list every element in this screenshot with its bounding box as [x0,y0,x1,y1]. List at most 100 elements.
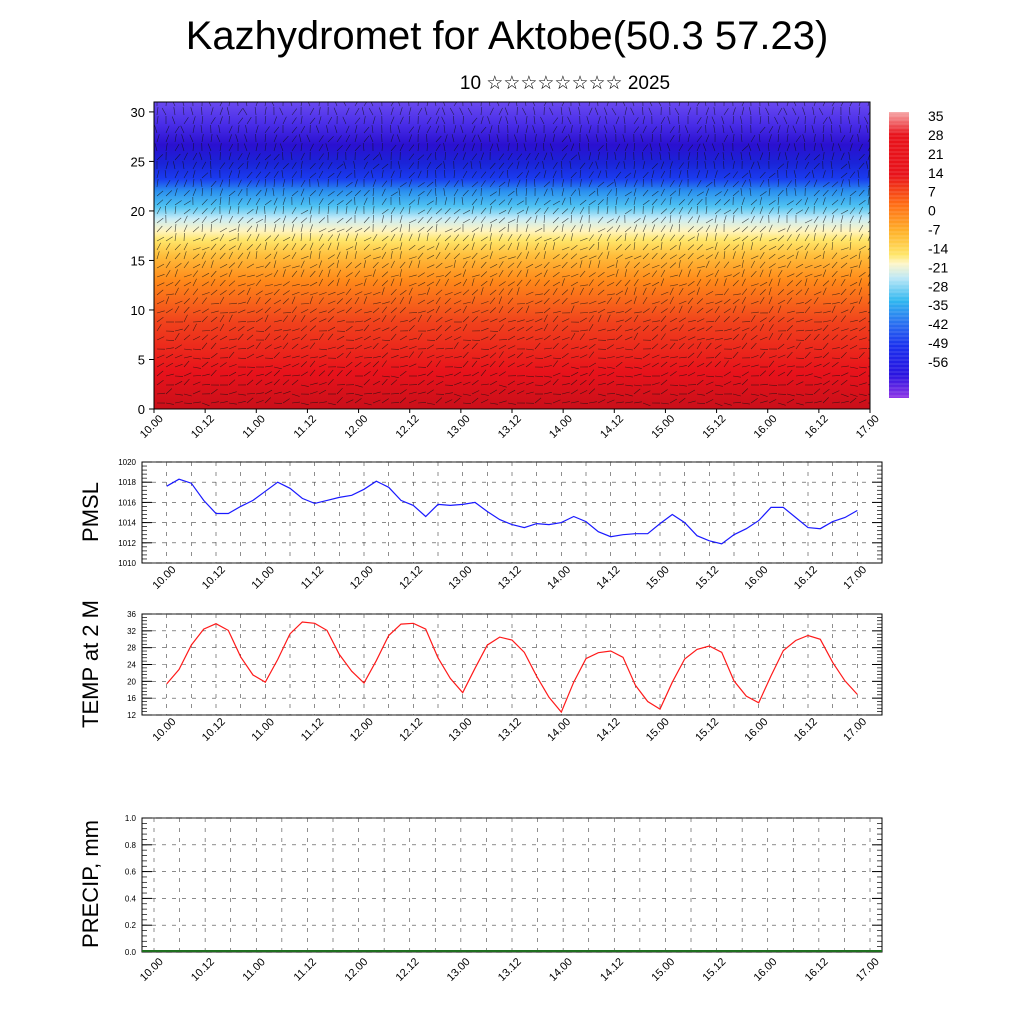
wind-barb [156,170,160,179]
wind-barb [831,347,840,350]
wind-barb [273,308,281,314]
wind-barb [847,116,851,125]
wind-barb [480,327,489,332]
wind-barb [858,125,862,134]
wind-barb [696,269,701,278]
wind-barb [624,317,632,323]
wind-barb [218,125,221,134]
wind-barb [318,382,327,386]
wind-barb [498,187,501,197]
y-tick-label: 1018 [118,478,136,487]
wind-barb [543,314,548,323]
wind-barb [848,161,851,170]
wind-barb [858,366,867,369]
colorbar-ramp [889,112,909,398]
wind-barb [426,287,430,296]
wind-barb [723,298,731,305]
wind-barb [372,116,376,125]
wind-barb [489,330,499,332]
wind-barb [597,382,606,386]
wind-barb [705,337,714,341]
wind-barb [597,252,603,260]
y-tick-label: 28 [127,644,136,653]
wind-barb [525,269,529,278]
wind-barb [678,269,683,278]
wind-barb [189,134,194,143]
wind-barb [246,217,254,224]
wind-barb [552,288,558,296]
wind-barb [453,216,460,224]
wind-barb [624,179,628,188]
wind-barb [651,334,659,341]
wind-barb [498,171,504,179]
wind-barb [669,197,672,206]
wind-barb [228,262,236,269]
wind-barb [579,302,588,305]
wind-barb [291,126,298,134]
wind-barb [318,243,325,251]
wind-barb [759,400,768,404]
wind-barb [678,305,683,314]
wind-barb [552,372,561,377]
wind-barb [678,162,684,170]
wind-barb [318,251,321,260]
wind-barb [273,143,277,152]
wind-barb [255,354,264,359]
wind-barb [849,265,858,269]
wind-barb [399,389,407,395]
wind-barb [237,162,244,170]
wind-barb [741,107,745,116]
wind-barb [705,260,710,269]
wind-barb [237,153,243,161]
wind-barb [381,306,388,314]
wind-barb [687,144,694,152]
wind-barb [444,134,448,143]
wind-barb [479,161,482,170]
wind-barb [651,170,655,179]
wind-barb [345,107,350,116]
wind-barb [201,357,211,359]
wind-barb [723,209,732,215]
wind-barb [201,106,203,116]
wind-barb [759,297,765,305]
wind-barb [866,161,869,170]
wind-barb [795,263,804,269]
wind-barb [867,230,870,233]
wind-barb [210,223,212,233]
wind-barb [399,242,403,251]
wind-barb [435,163,443,170]
x-tick-label: 13.12 [496,564,524,592]
wind-barb [615,297,621,305]
wind-barb [237,283,246,287]
wind-barb [390,214,393,224]
wind-barb [813,363,822,368]
wind-barb [192,297,199,305]
wind-barb [327,242,332,251]
wind-barb [741,305,746,314]
wind-barb [336,179,339,188]
wind-barb [336,291,345,296]
wind-barb [595,134,599,143]
wind-barb [246,353,255,359]
wind-barb [705,224,711,233]
wind-barb [273,217,281,224]
wind-barb [498,226,506,233]
wind-barb [588,287,594,296]
wind-barb [192,366,201,369]
wind-barb [723,402,732,406]
wind-barb [831,224,837,233]
wind-barb [264,292,273,296]
wind-barb [462,305,467,314]
wind-barb [498,384,507,388]
wind-barb [687,336,696,341]
wind-barb [516,261,522,269]
wind-barb [696,191,704,197]
wind-barb [597,272,605,278]
wind-barb [435,208,443,215]
wind-barb [795,342,801,350]
wind-barb [363,244,370,251]
wind-barb [840,372,849,377]
colorbar-label: -21 [928,259,948,275]
wind-barb [642,283,651,287]
